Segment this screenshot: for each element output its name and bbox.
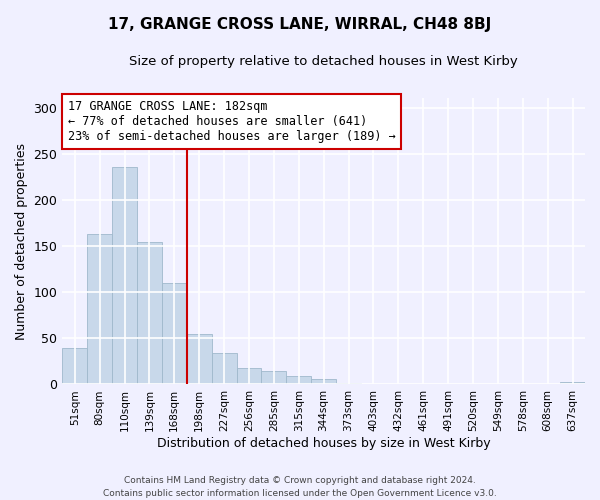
Bar xyxy=(236,368,262,384)
Bar xyxy=(137,242,162,384)
Bar xyxy=(62,348,87,384)
Bar xyxy=(560,382,585,384)
Bar xyxy=(336,382,361,384)
Y-axis label: Number of detached properties: Number of detached properties xyxy=(15,143,28,340)
Bar xyxy=(212,353,236,384)
Bar xyxy=(112,166,137,384)
Bar xyxy=(311,379,336,384)
Text: 17, GRANGE CROSS LANE, WIRRAL, CH48 8BJ: 17, GRANGE CROSS LANE, WIRRAL, CH48 8BJ xyxy=(109,18,491,32)
Bar xyxy=(286,376,311,384)
Text: Contains HM Land Registry data © Crown copyright and database right 2024.
Contai: Contains HM Land Registry data © Crown c… xyxy=(103,476,497,498)
Bar xyxy=(162,283,187,384)
Text: 17 GRANGE CROSS LANE: 182sqm
← 77% of detached houses are smaller (641)
23% of s: 17 GRANGE CROSS LANE: 182sqm ← 77% of de… xyxy=(68,100,395,143)
Bar xyxy=(87,234,112,384)
X-axis label: Distribution of detached houses by size in West Kirby: Distribution of detached houses by size … xyxy=(157,437,490,450)
Title: Size of property relative to detached houses in West Kirby: Size of property relative to detached ho… xyxy=(129,55,518,68)
Bar xyxy=(262,370,286,384)
Bar xyxy=(187,334,212,384)
